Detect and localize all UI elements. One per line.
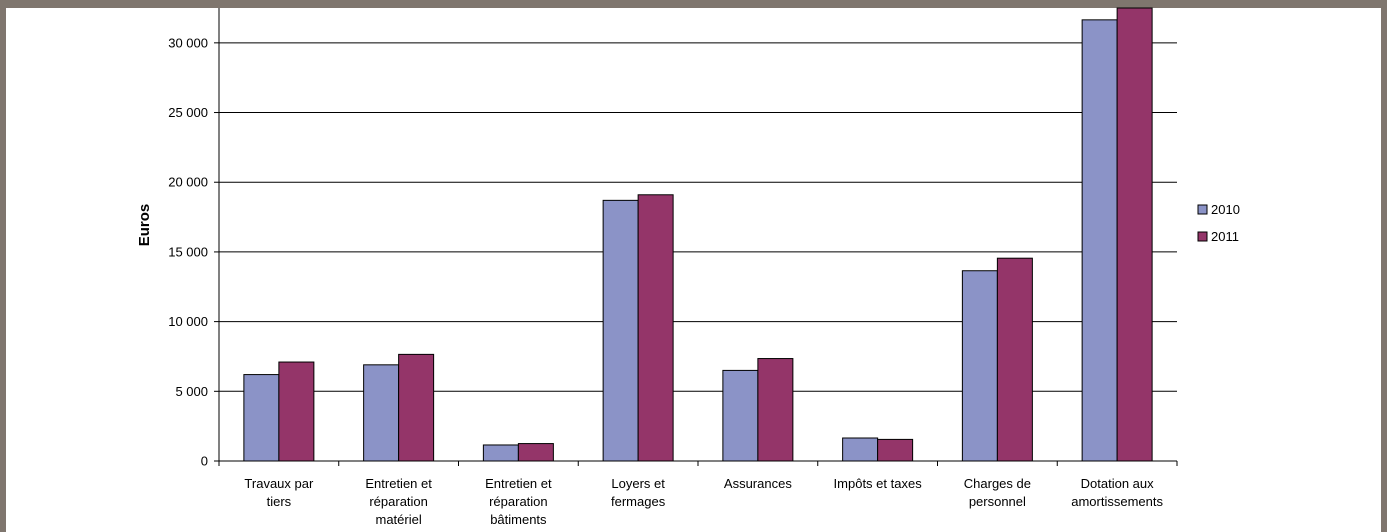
category-label-line: tiers: [267, 494, 292, 509]
bar-2011-0: [278, 361, 315, 462]
category-label-line: Dotation aux: [1081, 476, 1154, 491]
category-label-line: fermages: [611, 494, 666, 509]
category-label-line: amortissements: [1071, 494, 1163, 509]
category-label: Dotation aux amortissements: [1071, 476, 1163, 509]
y-tick-label: 15 000: [168, 244, 208, 259]
category-label: Loyers et fermages: [611, 476, 666, 509]
y-axis-label: Euros: [136, 204, 153, 247]
bar-2010-2: [482, 444, 519, 462]
bar-2010-5: [842, 437, 879, 462]
category-label: Impôts et taxes: [834, 476, 923, 491]
legend-label-2011: 2011: [1211, 229, 1239, 244]
category-label-line: personnel: [969, 494, 1026, 509]
y-tick-label: 10 000: [168, 314, 208, 329]
category-label: Entretien et réparation bâtiments: [485, 476, 552, 527]
bar-2010-6: [961, 270, 998, 462]
bar-2010-4: [722, 369, 759, 462]
y-tick-label: 30 000: [168, 35, 208, 50]
bar-2011-2: [517, 443, 554, 462]
y-tick-label: 25 000: [168, 105, 208, 120]
bar-2010-0: [243, 374, 280, 462]
category-label: Charges de personnel: [964, 476, 1031, 509]
category-label: Assurances: [724, 476, 792, 491]
y-tick-label: 5 000: [175, 384, 208, 399]
bar-2010-7: [1081, 19, 1118, 462]
category-label-line: bâtiments: [490, 512, 547, 527]
category-label-line: Loyers et: [611, 476, 665, 491]
category-label-line: Assurances: [724, 476, 792, 491]
bar-2011-5: [877, 438, 914, 462]
bar-2011-3: [637, 194, 674, 462]
y-tick-label: 20 000: [168, 175, 208, 190]
bar-2011-7: [1116, 7, 1153, 462]
bar-2010-1: [363, 364, 400, 462]
legend-swatch-2010: [1197, 204, 1208, 215]
category-label-line: matériel: [376, 512, 422, 527]
category-label-line: Charges de: [964, 476, 1031, 491]
legend-swatch-2011: [1197, 231, 1208, 242]
category-label: Travaux par tiers: [244, 476, 314, 509]
legend-label-2010: 2010: [1211, 202, 1240, 217]
bar-2011-6: [996, 257, 1033, 462]
category-label: Entretien et réparation matériel: [365, 476, 432, 527]
bar-2011-4: [757, 358, 794, 462]
category-label-line: Travaux par: [244, 476, 314, 491]
bar-2011-1: [398, 353, 435, 462]
category-label-line: Impôts et taxes: [834, 476, 923, 491]
category-label-line: réparation: [369, 494, 428, 509]
category-label-line: Entretien et: [365, 476, 432, 491]
category-label-line: Entretien et: [485, 476, 552, 491]
category-label-line: réparation: [489, 494, 548, 509]
y-tick-label: 0: [201, 454, 208, 469]
bar-2010-3: [602, 199, 639, 462]
